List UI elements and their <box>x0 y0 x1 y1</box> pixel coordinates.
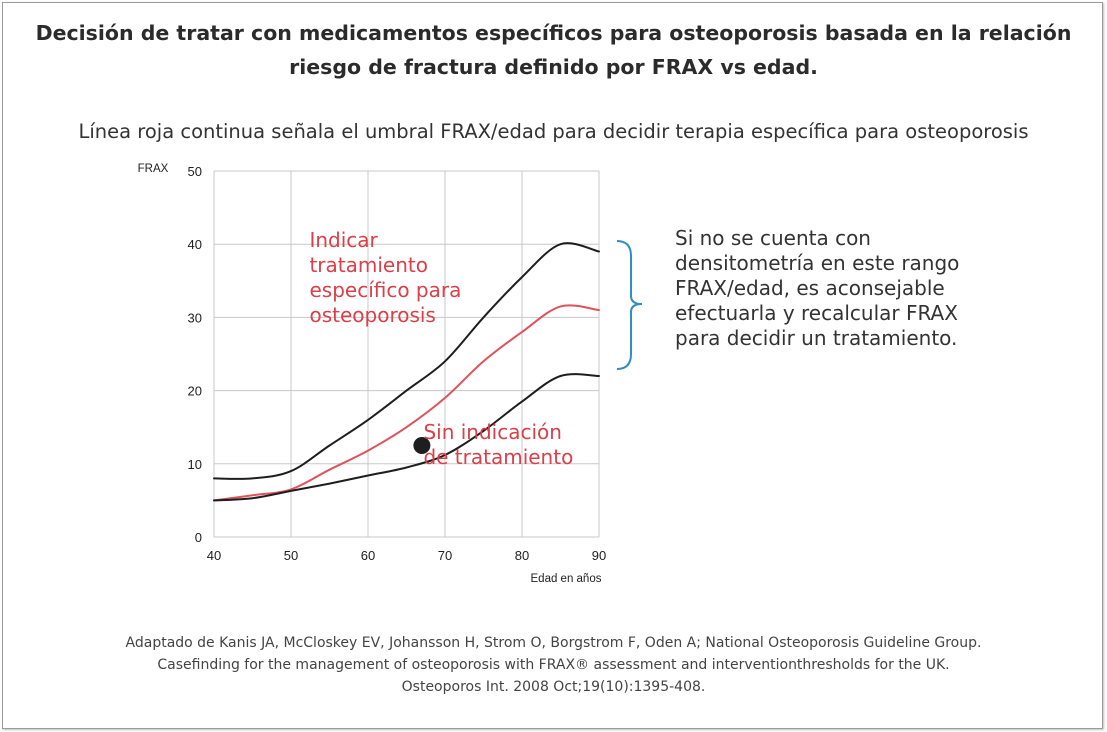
series-line-lower <box>213 373 600 502</box>
chart-grid <box>213 170 600 538</box>
y-tick-label: 40 <box>188 237 202 252</box>
chart-annotation-1: Indicar tratamiento específico para osteopo… <box>309 228 461 327</box>
chart-point-layer <box>413 437 431 454</box>
range-bracket <box>616 240 643 370</box>
figure-title: Decisión de tratar con medicamentos espe… <box>20 16 1087 84</box>
x-tick-label: 60 <box>361 548 375 563</box>
annotation-line: específico para <box>309 278 461 302</box>
chart-annotations: Indicar tratamiento específico para osteopo… <box>309 228 573 469</box>
source-line-2: Casefinding for the management of osteop… <box>157 657 950 673</box>
annotation-line: de tratamiento <box>423 445 573 469</box>
annotation-line: osteoporosis <box>309 303 435 327</box>
x-tick-label: 90 <box>592 548 606 563</box>
title-line-2: riesgo de fractura definido por FRAX vs … <box>289 55 818 79</box>
x-tick-label: 80 <box>515 548 529 563</box>
figure-subtitle: Línea roja continua señala el umbral FRA… <box>78 120 1029 143</box>
annotation-line: tratamiento <box>309 253 428 277</box>
y-axis-label: FRAX <box>138 163 169 175</box>
y-tick-label: 0 <box>195 530 202 545</box>
annotation-line: Sin indicación <box>423 420 562 444</box>
source-line-3: Osteoporos Int. 2008 Oct;19(10):1395-408… <box>401 679 706 695</box>
y-tick-label: 50 <box>188 164 202 179</box>
chart-series <box>213 242 600 502</box>
annotation-line: Indicar <box>309 228 378 252</box>
patient-point <box>413 437 431 454</box>
x-tick-label: 50 <box>284 548 298 563</box>
source-citation: Adaptado de Kanis JA, McCloskey EV, Joha… <box>30 632 1077 698</box>
series-line-threshold <box>213 304 600 502</box>
chart-annotation-2: Sin indicación de tratamiento <box>423 420 573 469</box>
source-line-1: Adaptado de Kanis JA, McCloskey EV, Joha… <box>125 635 982 651</box>
y-tick-label: 30 <box>188 310 202 325</box>
series-line-upper <box>213 242 600 480</box>
densitometry-note: Si no se cuenta con densitometría en est… <box>675 226 960 350</box>
y-tick-label: 20 <box>188 384 202 399</box>
x-tick-label: 40 <box>207 548 221 563</box>
x-axis-label: Edad en años <box>531 573 602 585</box>
x-tick-label: 70 <box>438 548 452 563</box>
y-tick-label: 10 <box>188 457 202 472</box>
chart-ticks: 40 50 60 70 80 90 0 10 20 30 40 50 <box>188 164 607 563</box>
title-line-1: Decisión de tratar con medicamentos espe… <box>35 21 1072 45</box>
